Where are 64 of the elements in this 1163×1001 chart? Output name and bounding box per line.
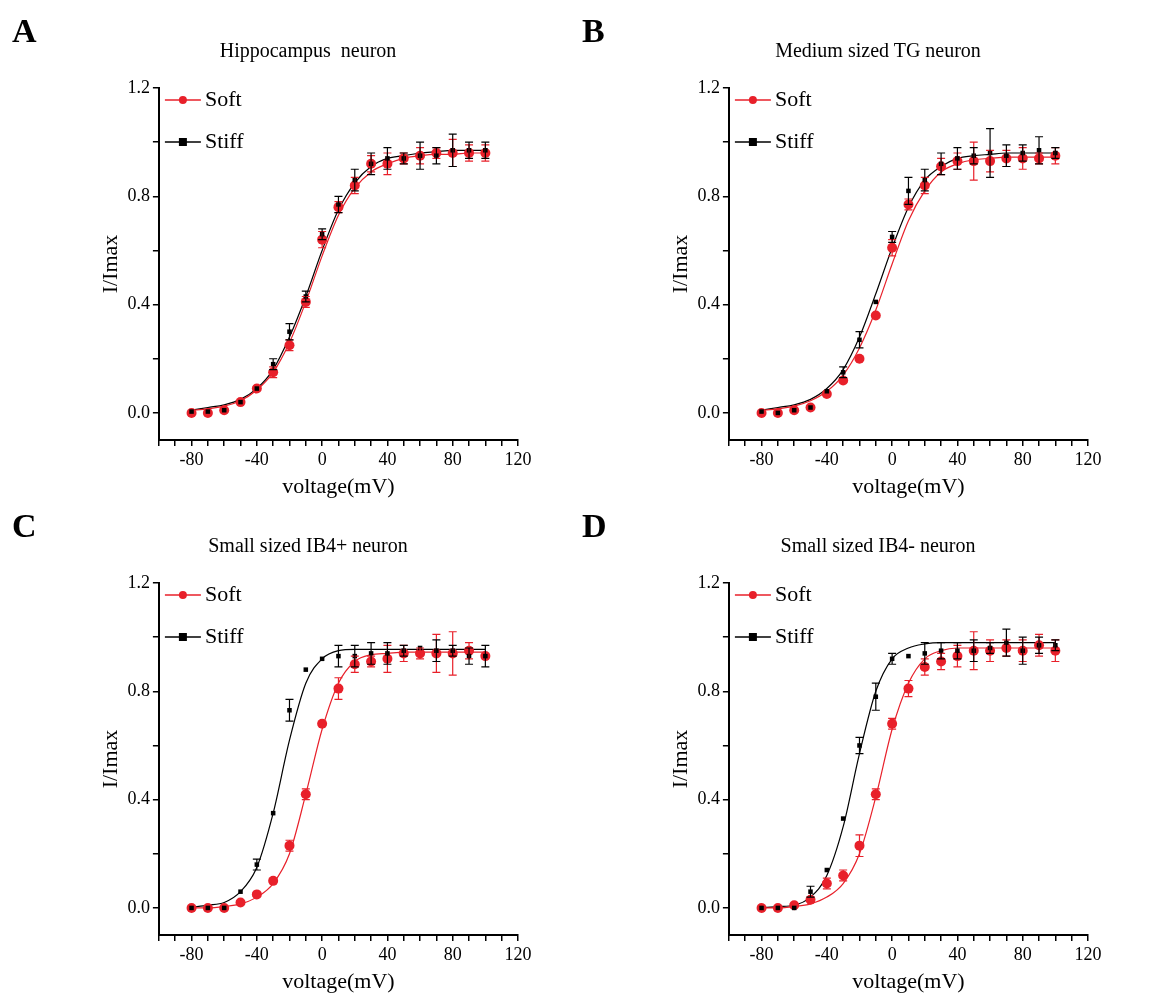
y-tick-label: 0.4	[697, 788, 720, 809]
legend-label: Stiff	[774, 127, 815, 153]
chart-title: Hippocampus neuron	[219, 39, 397, 63]
y-tick-label: 0.8	[697, 680, 720, 701]
x-tick-label: 120	[504, 943, 532, 964]
chart-title: Medium sized TG neuron	[775, 39, 981, 62]
x-tick-label: 120	[504, 448, 532, 469]
x-tick-label: 40	[378, 943, 397, 964]
x-axis-title: voltage(mV)	[852, 472, 965, 498]
legend-label: Soft	[204, 85, 242, 111]
x-tick-label: 40	[378, 448, 397, 469]
legend-label: Soft	[774, 85, 812, 111]
x-tick-label: 0	[317, 448, 327, 469]
text: D	[582, 507, 607, 545]
legend-label: Soft	[774, 580, 812, 606]
legend-label: Soft	[204, 580, 242, 606]
text: B	[582, 12, 605, 50]
y-axis-title: I/Imax	[666, 234, 692, 294]
y-tick-label: 1.2	[127, 76, 150, 97]
text: A	[12, 12, 37, 50]
chart-title: Small sized IB4- neuron	[780, 534, 976, 557]
x-tick-label: -80	[749, 448, 774, 469]
y-tick-label: 0.4	[697, 293, 720, 314]
y-tick-label: 0.8	[127, 185, 150, 206]
text: C	[12, 507, 37, 545]
y-tick-label: 1.2	[697, 76, 720, 97]
y-tick-label: 0.4	[127, 788, 150, 809]
x-tick-label: -80	[179, 943, 204, 964]
y-axis-title: I/Imax	[96, 729, 122, 789]
x-tick-label: 120	[1074, 943, 1102, 964]
x-tick-label: 120	[1074, 448, 1102, 469]
chart-title: Small sized IB4+ neuron	[208, 534, 408, 557]
x-tick-label: 40	[948, 448, 967, 469]
y-tick-label: 0.4	[127, 293, 150, 314]
y-tick-label: 0.0	[127, 401, 150, 422]
x-axis-title: voltage(mV)	[282, 967, 395, 993]
x-tick-label: 40	[948, 943, 967, 964]
y-tick-label: 0.0	[697, 401, 720, 422]
x-tick-label: -40	[814, 448, 839, 469]
legend-label: Stiff	[204, 622, 245, 648]
x-tick-label: -80	[749, 943, 774, 964]
y-tick-label: 0.8	[697, 185, 720, 206]
y-tick-label: 0.0	[697, 896, 720, 917]
x-axis-title: voltage(mV)	[282, 472, 395, 498]
x-tick-label: 0	[317, 943, 327, 964]
y-tick-label: 0.0	[127, 896, 150, 917]
x-tick-label: -40	[814, 943, 839, 964]
x-tick-label: 0	[887, 943, 897, 964]
x-tick-label: -80	[179, 448, 204, 469]
x-tick-label: 80	[1013, 448, 1032, 469]
x-tick-label: -40	[244, 943, 269, 964]
y-axis-title: I/Imax	[666, 729, 692, 789]
y-tick-label: 0.8	[127, 680, 150, 701]
x-tick-label: 80	[443, 448, 462, 469]
y-tick-label: 1.2	[127, 571, 150, 592]
legend-label: Stiff	[774, 622, 815, 648]
x-tick-label: 80	[1013, 943, 1032, 964]
x-axis-title: voltage(mV)	[852, 967, 965, 993]
x-tick-label: 80	[443, 943, 462, 964]
y-axis-title: I/Imax	[96, 234, 122, 294]
x-tick-label: -40	[244, 448, 269, 469]
y-tick-label: 1.2	[697, 571, 720, 592]
x-tick-label: 0	[887, 448, 897, 469]
legend-label: Stiff	[204, 127, 245, 153]
